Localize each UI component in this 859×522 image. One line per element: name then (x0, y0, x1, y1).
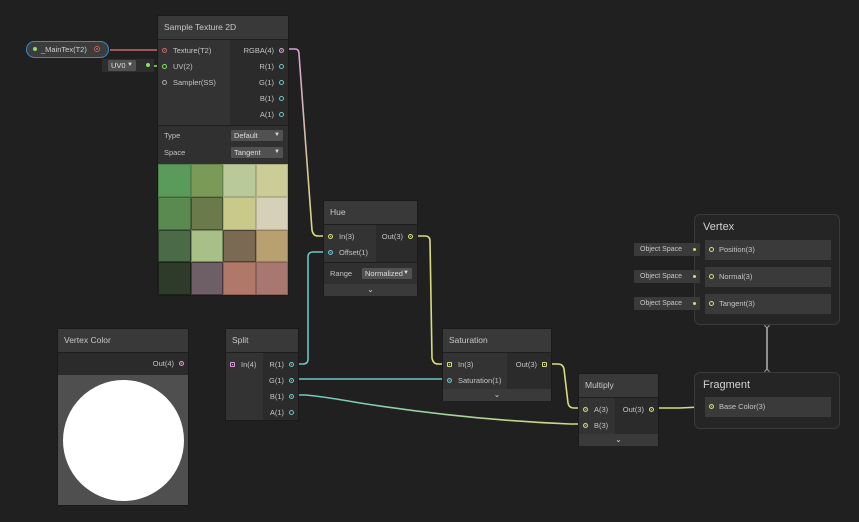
port-in-icon (230, 362, 235, 367)
output-port-a[interactable]: A(1) (224, 108, 284, 122)
port-rgba-icon (279, 48, 284, 53)
dropdown-arrow-icon: ▼ (403, 270, 409, 276)
port-g-icon (279, 80, 284, 85)
port-b-icon (583, 423, 588, 428)
property-label: _MainTex(T2) (41, 45, 87, 54)
uv-channel-field[interactable]: UV0 ▼ (102, 59, 154, 72)
hue-node[interactable]: Hue In(3) Offset(1) Out(3) Range Normali… (323, 200, 418, 296)
input-ports-column (324, 225, 376, 262)
expand-preview-button[interactable]: ⌄ (324, 284, 417, 296)
vertex-slot-position[interactable]: Position(3) (705, 240, 831, 260)
port-b-icon (279, 96, 284, 101)
tangent-space-field[interactable]: Object Space (634, 297, 700, 310)
node-title: Saturation (443, 329, 551, 353)
maintex-property-node[interactable]: _MainTex(T2) (26, 41, 109, 58)
vertex-slot-tangent[interactable]: Tangent(3) (705, 294, 831, 314)
node-title: Sample Texture 2D (158, 16, 288, 40)
port-saturation-icon (447, 378, 452, 383)
range-dropdown[interactable]: Normalized ▼ (362, 268, 412, 279)
vertex-context-block[interactable]: Vertex Position(3) Normal(3) Tangent(3) (694, 214, 840, 325)
inline-port-icon (693, 302, 696, 305)
output-port-a[interactable]: A(1) (264, 406, 294, 420)
vertex-color-node[interactable]: Vertex Color Out(4) (57, 328, 189, 506)
type-label: Type (164, 131, 181, 140)
output-port-g[interactable]: G(1) (224, 76, 284, 90)
sample-texture-2d-node[interactable]: Sample Texture 2D Texture(T2) UV(2) Samp… (157, 15, 289, 296)
port-b-icon (289, 394, 294, 399)
uv-channel-dropdown[interactable]: UV0 ▼ (108, 60, 136, 71)
input-ports-column (443, 353, 507, 389)
output-port-out[interactable]: Out(3) (373, 230, 413, 244)
uv-output-port-icon (146, 63, 150, 67)
input-ports-column (158, 40, 230, 126)
normal-space-field[interactable]: Object Space (634, 270, 700, 283)
fragment-context-block[interactable]: Fragment Base Color(3) (694, 372, 840, 429)
inline-port-icon (693, 275, 696, 278)
type-dropdown[interactable]: Default ▼ (231, 130, 283, 141)
preview-sphere (63, 380, 184, 501)
block-title: Vertex (703, 221, 735, 233)
port-sampler-icon (162, 80, 167, 85)
space-label: Space (164, 148, 186, 157)
saturation-node[interactable]: Saturation In(3) Saturation(1) Out(3) ⌄ (442, 328, 552, 401)
fragment-slot-base-color[interactable]: Base Color(3) (705, 397, 831, 417)
output-port-b[interactable]: B(1) (264, 390, 294, 404)
output-port-r[interactable]: R(1) (224, 60, 284, 74)
expand-preview-button[interactable]: ⌄ (443, 389, 551, 401)
dropdown-arrow-icon: ▼ (274, 132, 280, 138)
expand-preview-button[interactable]: ⌄ (579, 434, 658, 446)
port-a-icon (583, 407, 588, 412)
output-port-rgba[interactable]: RGBA(4) (224, 44, 284, 58)
node-title: Hue (324, 201, 417, 225)
node-title: Vertex Color (58, 329, 188, 353)
output-port-out[interactable]: Out(3) (507, 358, 547, 372)
output-port-out[interactable]: Out(3) (614, 403, 654, 417)
uv-channel-value: UV0 (111, 61, 126, 70)
split-node[interactable]: Split In(4) R(1) G(1) B(1) A(1) (225, 328, 299, 421)
output-port-out[interactable]: Out(4) (134, 357, 184, 371)
port-out-icon (179, 361, 184, 366)
space-dropdown[interactable]: Tangent ▼ (231, 147, 283, 158)
multiply-node[interactable]: Multiply A(3) B(3) Out(3) ⌄ (578, 373, 659, 446)
position-space-field[interactable]: Object Space (634, 243, 700, 256)
port-texture-icon (162, 48, 167, 53)
port-position-icon (709, 247, 714, 252)
port-a-icon (289, 410, 294, 415)
port-offset-icon (328, 250, 333, 255)
port-a-icon (279, 112, 284, 117)
input-ports-column (579, 398, 615, 434)
port-uv-icon (162, 64, 167, 69)
port-out-icon (542, 362, 547, 367)
vertex-color-preview (58, 375, 188, 505)
port-tangent-icon (709, 301, 714, 306)
output-port-b[interactable]: B(1) (224, 92, 284, 106)
dropdown-arrow-icon: ▼ (127, 62, 133, 68)
port-r-icon (289, 362, 294, 367)
port-in-icon (328, 234, 333, 239)
port-normal-icon (709, 274, 714, 279)
output-port-r[interactable]: R(1) (264, 358, 294, 372)
outputs-section (58, 353, 188, 375)
range-label: Range (330, 269, 353, 278)
node-title: Multiply (579, 374, 658, 398)
output-port-g[interactable]: G(1) (264, 374, 294, 388)
port-out-icon (408, 234, 413, 239)
port-out-icon (649, 407, 654, 412)
port-in-icon (447, 362, 452, 367)
texture-port-icon[interactable] (94, 46, 100, 52)
inline-port-icon (693, 248, 696, 251)
port-g-icon (289, 378, 294, 383)
property-exposed-icon (33, 47, 37, 51)
vertex-slot-normal[interactable]: Normal(3) (705, 267, 831, 287)
texture-preview (158, 164, 288, 295)
node-title: Split (226, 329, 298, 353)
block-title: Fragment (703, 379, 751, 391)
dropdown-arrow-icon: ▼ (274, 149, 280, 155)
port-r-icon (279, 64, 284, 69)
port-base-color-icon (709, 404, 714, 409)
